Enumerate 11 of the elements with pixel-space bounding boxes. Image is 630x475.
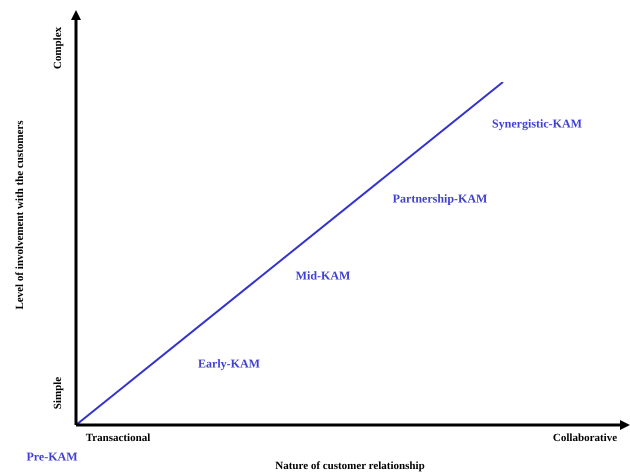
y-axis-title: Level of involvement with the customers [14, 120, 26, 310]
text: Complex [52, 26, 64, 70]
annotation: Synergistic-KAM [492, 116, 582, 132]
text: Collaborative [552, 432, 618, 444]
x-axis-title: Nature of customer relationship [275, 460, 425, 472]
annotation: Early-KAM [198, 356, 260, 372]
annotation: Mid-KAM [296, 268, 350, 284]
text: Transactional [86, 432, 150, 444]
text: Simple [52, 376, 64, 410]
text: Pre-KAM [26, 450, 78, 464]
annotation: Partnership-KAM [392, 192, 488, 206]
